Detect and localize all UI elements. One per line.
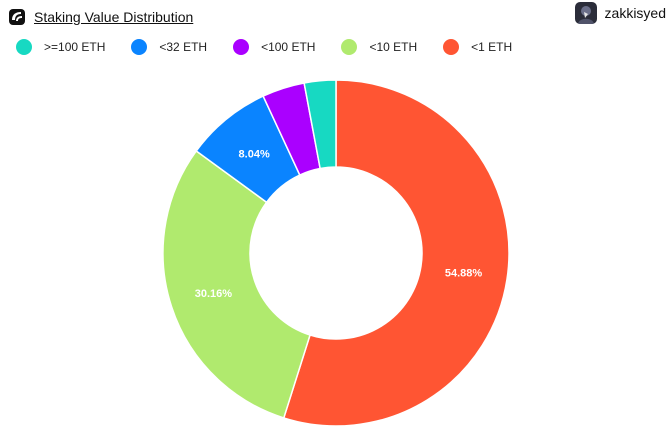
legend-swatch bbox=[443, 39, 460, 55]
legend-item-lt10[interactable]: <10 ETH bbox=[341, 39, 417, 55]
legend-swatch bbox=[341, 39, 358, 55]
slice-value-label: 30.16% bbox=[195, 288, 233, 300]
legend-item-lt100[interactable]: <100 ETH bbox=[233, 39, 315, 55]
chart-title[interactable]: Staking Value Distribution bbox=[34, 9, 194, 25]
user-badge[interactable]: zakkisyed bbox=[574, 0, 666, 26]
legend-label: <32 ETH bbox=[159, 40, 208, 54]
avatar-icon bbox=[574, 2, 597, 24]
donut-slice[interactable] bbox=[282, 79, 510, 427]
dune-logo-icon[interactable] bbox=[8, 8, 26, 26]
legend-label: <100 ETH bbox=[261, 40, 316, 54]
legend-label: <1 ETH bbox=[471, 40, 513, 54]
legend-label: >=100 ETH bbox=[44, 40, 106, 54]
legend: >=100 ETH <32 ETH <100 ETH <10 ETH <1 ET… bbox=[16, 39, 538, 55]
legend-item-lt32[interactable]: <32 ETH bbox=[131, 39, 207, 55]
legend-swatch bbox=[233, 39, 250, 55]
header: Staking Value Distribution bbox=[8, 4, 668, 30]
donut-slice[interactable] bbox=[162, 149, 311, 419]
donut-slice[interactable] bbox=[303, 79, 337, 170]
slice-value-label: 54.88% bbox=[445, 268, 483, 280]
username: zakkisyed bbox=[604, 5, 666, 21]
legend-swatch bbox=[131, 39, 148, 55]
legend-label: <10 ETH bbox=[369, 40, 418, 54]
slice-value-label: 8.04% bbox=[239, 148, 270, 160]
legend-item-lt1[interactable]: <1 ETH bbox=[443, 39, 512, 55]
legend-item-gte100[interactable]: >=100 ETH bbox=[16, 39, 105, 55]
legend-swatch bbox=[16, 39, 32, 55]
